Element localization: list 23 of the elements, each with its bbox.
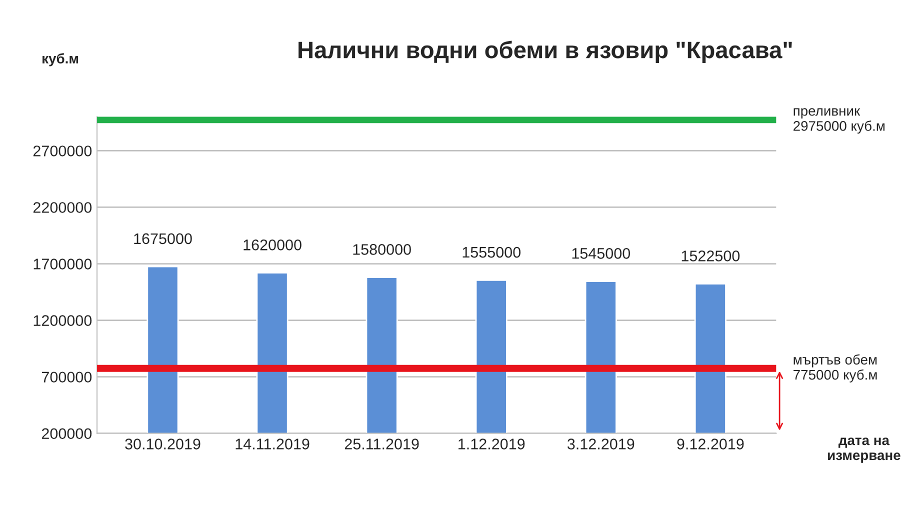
x-axis-title: дата на измерване [828,438,900,463]
y-tick-label: 2700000 [33,146,92,156]
data-label: 1580000 [353,244,411,255]
x-tick-label: 25.11.2019 [344,438,419,450]
data-label: 1555000 [462,246,521,258]
chart-title: Налични водни обеми в язовир "Красава" [298,40,792,64]
data-label: 1522500 [682,250,740,262]
data-label: 1620000 [244,240,302,250]
ref-line-label: преливник 2975000 куб.м [794,108,884,134]
y-tick-label: 1200000 [34,315,92,326]
y-tick-label: 700000 [42,372,92,383]
x-tick-label: 14.11.2019 [236,438,310,450]
y-tick-label: 2200000 [33,202,92,213]
data-label: 1545000 [572,248,630,259]
x-tick-label: 30.10.2019 [125,438,200,450]
x-tick-label: 9.12.2019 [677,438,744,450]
x-tick-label: 1.12.2019 [458,438,525,450]
ref-line-label: мъртъв обем 775000 куб.м [794,354,877,382]
x-tick-label: 3.12.2019 [568,438,634,450]
y-tick-label: 1700000 [34,258,92,270]
data-label: 1675000 [134,233,192,244]
y-axis-title: куб.м [42,53,78,66]
y-tick-label: 200000 [42,428,92,440]
